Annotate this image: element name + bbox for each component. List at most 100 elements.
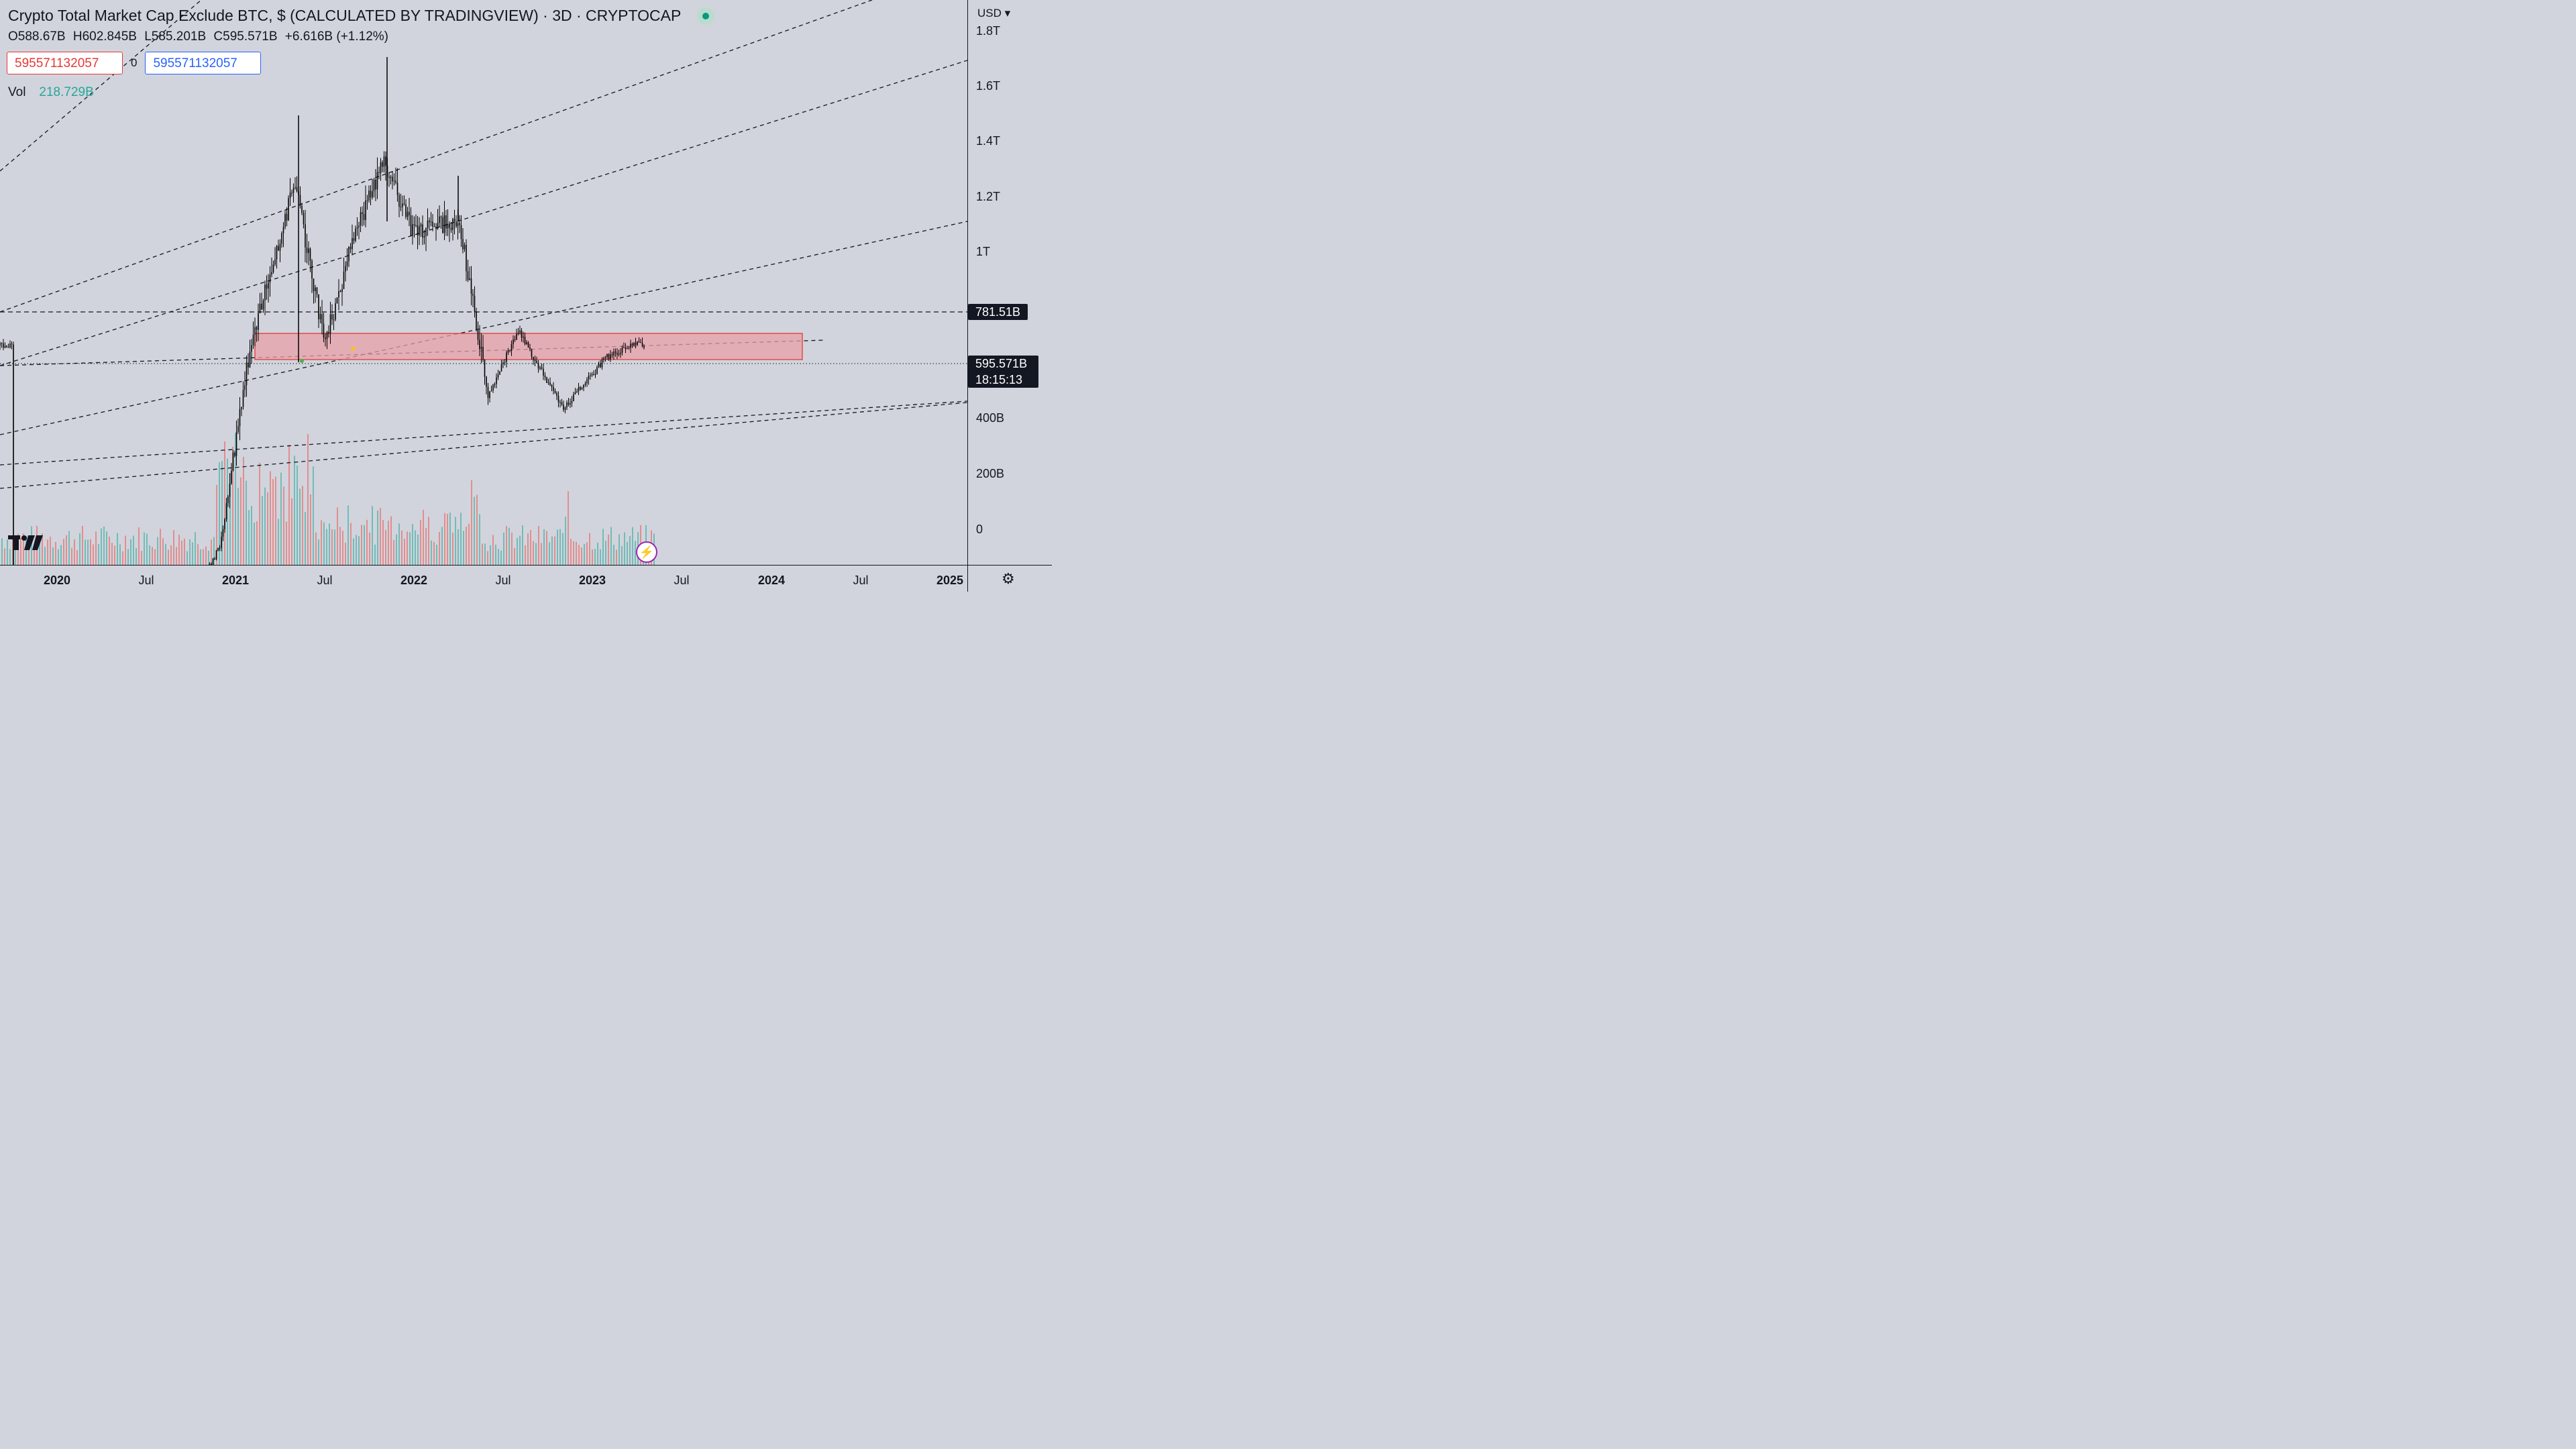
candle-body [217, 547, 219, 551]
volume-bar [197, 544, 199, 565]
chart-canvas[interactable] [0, 0, 967, 565]
candle-body [362, 212, 363, 215]
volume-bar [433, 541, 435, 565]
volume-bar [117, 533, 118, 565]
volume-bar [466, 527, 467, 565]
candle-body [229, 483, 231, 497]
candle-body [261, 303, 262, 310]
candle-body [521, 330, 523, 338]
volume-bar [138, 527, 140, 565]
currency-selector[interactable]: USD ▾ [977, 7, 1010, 20]
candle-body [378, 172, 380, 173]
volume-bar [133, 535, 134, 565]
volume-bar [297, 466, 298, 565]
candle-body [457, 223, 459, 227]
price-tick: 1.2T [976, 190, 1001, 203]
volume-bar [294, 455, 295, 565]
settings-corner[interactable]: ⚙ [967, 565, 1052, 592]
candle-body [353, 238, 355, 241]
candle-body [594, 374, 596, 375]
input-value-blue[interactable]: 595571132057 [145, 52, 262, 74]
volume-bar [60, 545, 62, 565]
candle-body [252, 335, 254, 345]
gear-icon[interactable]: ⚙ [1002, 570, 1015, 587]
volume-bar [9, 549, 11, 565]
volume-bar [398, 523, 400, 565]
volume-bar [356, 535, 357, 565]
volume-bar [286, 521, 287, 565]
candle-body [221, 537, 222, 549]
candle-body [239, 409, 241, 427]
candle-body [476, 311, 477, 330]
candle-body [420, 224, 422, 227]
candle-body [631, 343, 633, 346]
candle-body [472, 293, 474, 297]
candle-body [470, 278, 472, 294]
volume-bar [283, 486, 284, 565]
volume-bar [127, 549, 129, 565]
candle-body [237, 426, 239, 432]
candle-body [554, 390, 556, 393]
volume-bar [500, 550, 502, 565]
volume-bar [192, 542, 193, 565]
candle-body [574, 392, 576, 394]
input-value-red[interactable]: 595571132057 [7, 52, 123, 74]
candle-body [637, 341, 638, 345]
volume-bar [315, 532, 317, 565]
candle-body [339, 290, 341, 292]
volume-bar [474, 496, 475, 565]
candle-body [467, 271, 469, 280]
volume-bar [184, 538, 185, 565]
candle-body [464, 245, 466, 250]
candle-body [368, 191, 370, 201]
candle-body [299, 195, 301, 206]
volume-bar [627, 541, 628, 565]
candle-body [432, 221, 433, 227]
volume-bar [613, 545, 614, 565]
volume-bar [302, 486, 303, 565]
candle-body [514, 339, 516, 340]
volume-bar [321, 520, 322, 565]
volume-bar [449, 513, 451, 565]
volume-bar [401, 530, 402, 565]
candle-body [581, 388, 583, 390]
volume-bar [31, 526, 32, 565]
volume-bar [278, 519, 279, 565]
volume-bar [85, 539, 86, 565]
symbol-title-text: Crypto Total Market Cap Exclude BTC, $ (… [8, 7, 682, 24]
volume-bar [412, 524, 413, 565]
trend-line [0, 60, 967, 366]
volume-bar [490, 545, 491, 565]
volume-bar [50, 537, 51, 565]
volume-bar [358, 536, 360, 565]
candle-body [286, 213, 288, 221]
candle-body [430, 221, 432, 223]
price-tick: 1.8T [976, 24, 1001, 38]
volume-bar [366, 519, 368, 565]
volume-bar [237, 488, 239, 565]
volume-bar [7, 539, 8, 565]
time-axis[interactable]: 2020 Jul 2021 Jul 2022 Jul 2023 Jul 2024 Jul 2025 [0, 565, 967, 592]
candle-body [292, 188, 294, 193]
candle-body [241, 407, 242, 409]
volume-bar [313, 466, 314, 565]
price-axis[interactable]: USD ▾ 1.8T 1.6T 1.4T 1.2T 1T 400B 200B 0… [967, 0, 1052, 565]
candle-body [445, 215, 447, 229]
volume-bar [635, 541, 636, 565]
candle-body [331, 314, 333, 320]
candle-body [628, 347, 630, 349]
candle-body [383, 156, 385, 167]
candle-body [435, 226, 437, 229]
volume-bar [165, 543, 166, 565]
candle-body [13, 344, 14, 565]
candle-body [346, 261, 348, 266]
chart-pane[interactable]: Crypto Total Market Cap Exclude BTC, $ (… [0, 0, 967, 565]
volume-bar [624, 532, 625, 565]
volume-bar [543, 529, 545, 565]
lightning-icon[interactable]: ⚡ [636, 541, 657, 563]
volume-bar [382, 520, 384, 565]
volume-bar [103, 526, 105, 565]
candle-body [276, 246, 278, 260]
candle-body [227, 496, 229, 503]
volume-bar [369, 532, 370, 565]
